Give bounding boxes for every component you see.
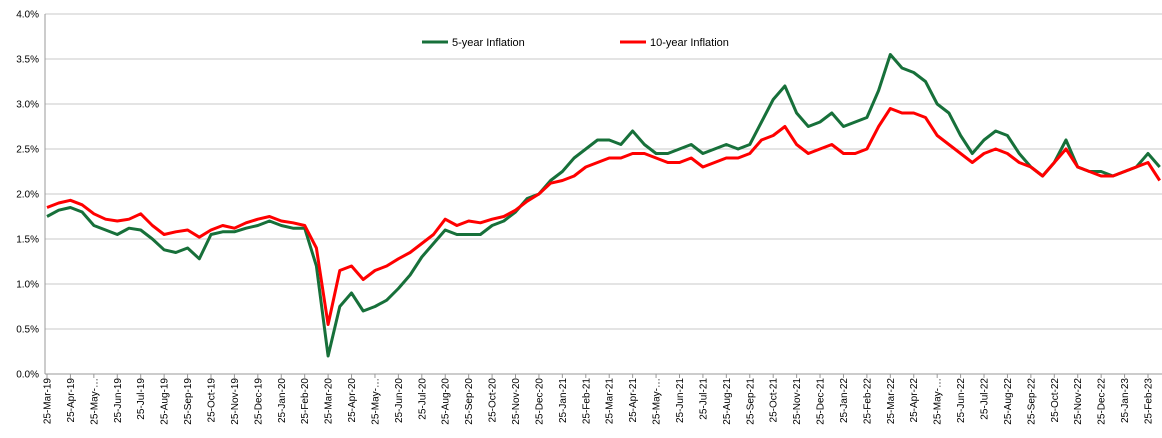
x-tick-label: 25-Jun-21 <box>675 378 686 423</box>
x-tick-label: 25-Jun-20 <box>394 378 405 423</box>
x-tick-label: 25-Jul-21 <box>698 378 709 420</box>
series-line <box>46 53 1161 358</box>
x-tick-label: 25-Aug-20 <box>441 378 452 425</box>
y-tick-label: 3.5% <box>16 55 39 66</box>
x-tick-label: 25-Aug-22 <box>1003 378 1014 425</box>
y-tick-label: 2.0% <box>16 190 39 201</box>
x-tick-label: 25-Oct-21 <box>769 378 780 423</box>
y-tick-label: 1.5% <box>16 235 39 246</box>
x-tick-label: 25-Mar-21 <box>605 378 616 425</box>
x-tick-label: 25-Apr-22 <box>909 378 920 423</box>
x-tick-label: 25-Dec-19 <box>253 378 264 425</box>
x-tick-label: 25-Jul-19 <box>136 378 147 420</box>
x-tick-label: 25-Jan-20 <box>277 378 288 423</box>
x-tick-label: 25-Oct-22 <box>1050 378 1061 423</box>
x-tick-label: 25-May-… <box>370 378 381 425</box>
x-tick-label: 25-Jan-23 <box>1120 378 1131 423</box>
x-tick-label: 25-Aug-19 <box>160 378 171 425</box>
x-tick-label: 25-Oct-20 <box>488 378 499 423</box>
x-tick-label: 25-Feb-20 <box>300 378 311 425</box>
legend-label: 10-year Inflation <box>650 37 729 49</box>
x-tick-label: 25-Mar-22 <box>886 378 897 425</box>
x-tick-label: 25-May-… <box>652 378 663 425</box>
x-tick-label: 25-Sep-20 <box>464 378 475 425</box>
y-tick-label: 3.0% <box>16 100 39 111</box>
y-tick-label: 0.0% <box>16 370 39 381</box>
x-tick-label: 25-Apr-19 <box>66 378 77 423</box>
x-tick-label: 25-Nov-20 <box>511 378 522 425</box>
x-tick-label: 25-Oct-19 <box>206 378 217 423</box>
x-tick-label: 25-May-… <box>89 378 100 425</box>
x-tick-label: 25-Sep-22 <box>1026 378 1037 425</box>
x-tick-label: 25-Nov-19 <box>230 378 241 425</box>
x-tick-label: 25-Nov-22 <box>1073 378 1084 425</box>
x-tick-label: 25-Sep-21 <box>745 378 756 425</box>
x-tick-label: 25-Feb-21 <box>581 378 592 425</box>
series-line <box>46 107 1161 326</box>
x-tick-label: 25-Mar-19 <box>43 378 54 425</box>
x-tick-label: 25-May-… <box>933 378 944 425</box>
y-tick-label: 2.5% <box>16 145 39 156</box>
x-tick-label: 25-Jun-19 <box>113 378 124 423</box>
x-tick-label: 25-Jan-21 <box>558 378 569 423</box>
x-tick-label: 25-Mar-20 <box>324 378 335 425</box>
x-tick-label: 25-Sep-19 <box>183 378 194 425</box>
x-tick-label: 25-Dec-21 <box>816 378 827 425</box>
x-tick-label: 25-Jan-22 <box>839 378 850 423</box>
y-tick-label: 0.5% <box>16 325 39 336</box>
x-tick-label: 25-Apr-20 <box>347 378 358 423</box>
legend-label: 5-year Inflation <box>452 37 525 49</box>
x-tick-label: 25-Dec-20 <box>534 378 545 425</box>
y-tick-label: 1.0% <box>16 280 39 291</box>
x-tick-label: 25-Feb-22 <box>862 378 873 425</box>
x-tick-label: 25-Jul-22 <box>980 378 991 420</box>
x-tick-label: 25-Jun-22 <box>956 378 967 423</box>
x-tick-label: 25-Jul-20 <box>417 378 428 420</box>
x-tick-label: 25-Apr-21 <box>628 378 639 423</box>
x-tick-label: 25-Aug-21 <box>722 378 733 425</box>
x-tick-label: 25-Feb-23 <box>1144 378 1155 425</box>
y-tick-label: 4.0% <box>16 10 39 21</box>
x-tick-label: 25-Nov-21 <box>792 378 803 425</box>
x-tick-label: 25-Dec-22 <box>1097 378 1108 425</box>
